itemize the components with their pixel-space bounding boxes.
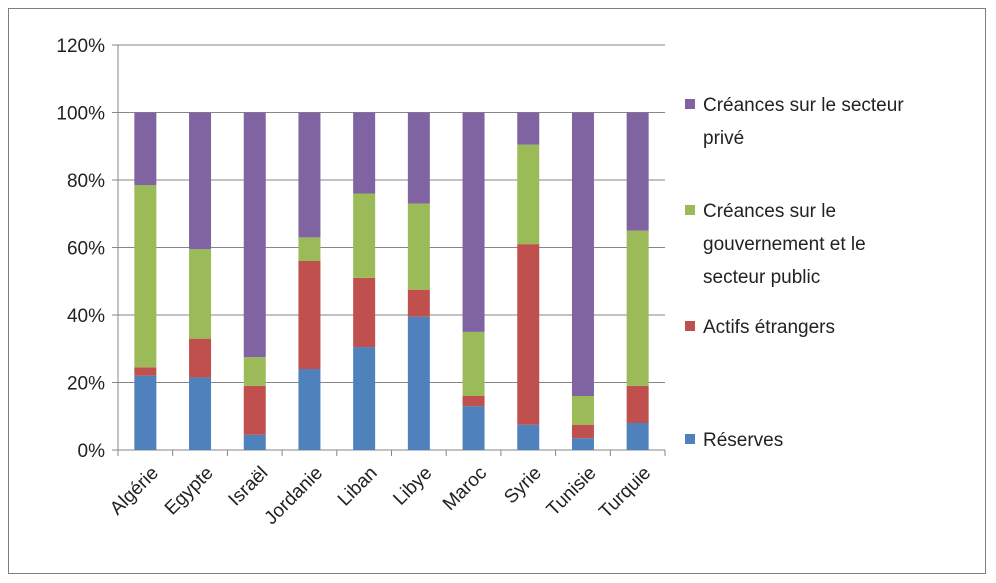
legend-label-line: Créances sur le secteur bbox=[703, 95, 904, 116]
y-tick-label: 40% bbox=[67, 306, 105, 327]
bar-segment bbox=[462, 406, 485, 450]
legend-label-line: Réserves bbox=[703, 430, 783, 451]
bar-segment bbox=[571, 112, 594, 396]
bar-segment bbox=[407, 316, 430, 450]
bar-segment bbox=[243, 112, 266, 358]
bar-segment bbox=[517, 144, 540, 245]
bar-segment bbox=[571, 424, 594, 439]
bar-segment bbox=[134, 367, 157, 376]
legend-label-line: secteur public bbox=[703, 267, 820, 288]
x-tick-label: Libye bbox=[389, 463, 436, 510]
bar-segment bbox=[189, 338, 212, 378]
bar-segment bbox=[462, 112, 485, 332]
x-tick-label: Turquie bbox=[595, 463, 655, 523]
bar-segment bbox=[407, 112, 430, 204]
legend-swatch bbox=[685, 205, 695, 215]
bar-segment bbox=[353, 112, 376, 194]
legend-label-line: Actifs étrangers bbox=[703, 317, 835, 338]
legend-label: Créances sur le secteur privé bbox=[703, 95, 904, 149]
legend-label: Créances sur le gouvernement et le secteur… bbox=[703, 201, 866, 288]
x-tick-label: Egypte bbox=[161, 463, 218, 520]
bar-segment bbox=[353, 193, 376, 278]
x-tick-label: Tunisie bbox=[543, 463, 601, 521]
x-tick-label: Maroc bbox=[439, 463, 491, 515]
bar-segment bbox=[298, 237, 321, 261]
bar-segment bbox=[517, 244, 540, 425]
bar-segment bbox=[298, 112, 321, 238]
bar-segment bbox=[517, 424, 540, 450]
y-tick-label: 0% bbox=[78, 441, 106, 462]
legend-label-line: Créances sur le bbox=[703, 201, 836, 222]
bar-segment bbox=[134, 185, 157, 368]
legend-swatch bbox=[685, 321, 695, 331]
y-tick-label: 20% bbox=[67, 374, 105, 395]
y-tick-label: 120% bbox=[56, 36, 105, 57]
x-tick-label: Algérie bbox=[106, 463, 163, 520]
legend-label: Actifs étrangers bbox=[703, 317, 835, 338]
y-tick-label: 80% bbox=[67, 171, 105, 192]
bar-segment bbox=[189, 249, 212, 339]
bar-segment bbox=[571, 396, 594, 425]
bar-segment bbox=[298, 369, 321, 450]
bar-segment bbox=[243, 357, 266, 386]
y-tick-label: 60% bbox=[67, 239, 105, 260]
bar-segment bbox=[462, 331, 485, 396]
bar-segment bbox=[626, 230, 649, 386]
legend-swatch bbox=[685, 434, 695, 444]
y-tick-label: 100% bbox=[56, 104, 105, 125]
bar-segment bbox=[189, 112, 212, 250]
x-tick-label: Jordanie bbox=[261, 463, 327, 529]
bar-segment bbox=[298, 261, 321, 369]
chart-frame: 0% 20% 40% 60% 80% 100% 120% Algérie Egypte Israë… bbox=[8, 8, 986, 574]
bar-segment bbox=[407, 289, 430, 317]
bar-segment bbox=[626, 112, 649, 231]
bar-segment bbox=[353, 277, 376, 348]
legend-swatch bbox=[685, 99, 695, 109]
legend-label-line: gouvernement et le bbox=[703, 234, 866, 255]
bar-segment bbox=[134, 112, 157, 186]
bar-segment bbox=[134, 375, 157, 450]
bar-segment bbox=[243, 385, 266, 435]
bar-segment bbox=[243, 434, 266, 450]
bar-segment bbox=[189, 377, 212, 450]
x-tick-label: Syrie bbox=[500, 463, 545, 508]
x-tick-label: Israël bbox=[225, 463, 273, 511]
bar-segment bbox=[571, 438, 594, 450]
bar-segment bbox=[517, 112, 540, 145]
bar-segment bbox=[462, 396, 485, 407]
legend-label: Réserves bbox=[703, 430, 783, 451]
x-tick-label: Liban bbox=[334, 463, 382, 511]
bar-segment bbox=[407, 203, 430, 290]
bar-segment bbox=[626, 423, 649, 450]
bar-segment bbox=[353, 347, 376, 450]
bar-segment bbox=[626, 385, 649, 423]
legend-label-line: privé bbox=[703, 128, 744, 149]
